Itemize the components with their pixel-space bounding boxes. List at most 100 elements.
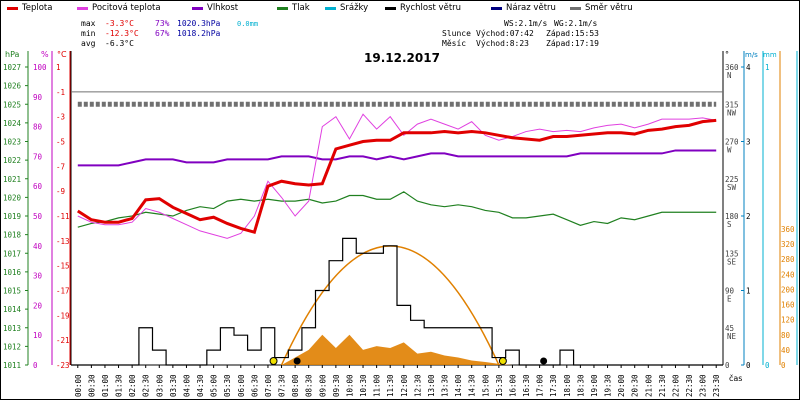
axis-dir-unit: °: [725, 50, 729, 59]
legend-label-1: Pocitová teplota: [92, 3, 161, 13]
tick-time: 20:00: [617, 374, 626, 397]
tick-solar: 280: [781, 255, 795, 264]
tick-time: 16:00: [508, 374, 517, 397]
stat-max-press: 1020.3hPa: [177, 19, 221, 28]
axis-temp-unit: °C: [57, 50, 67, 59]
tick-time: 00:30: [87, 374, 96, 397]
legend-swatch-1: [77, 6, 88, 10]
tick-time: 18:30: [576, 374, 585, 397]
tick-dir-label: S: [727, 220, 732, 229]
tick-hpa: 1025: [3, 100, 21, 109]
legend-swatch-5: [385, 6, 396, 10]
tick-time: 11:30: [386, 374, 395, 397]
axis-pct-unit: %: [41, 50, 49, 59]
tick-temp: -13: [56, 237, 70, 246]
tick-time: 13:30: [441, 374, 450, 397]
stat-moon-set: Západ:17:19: [546, 39, 599, 48]
tick-pct: 90: [33, 93, 43, 102]
tick-dir: 270: [725, 138, 739, 147]
moonset-marker: [540, 357, 548, 365]
tick-time: 13:00: [427, 374, 436, 397]
tick-temp: -3: [56, 113, 65, 122]
tick-time: 22:00: [671, 374, 680, 397]
tick-temp: -17: [56, 287, 70, 296]
legend-item-1: Pocitová teplota: [77, 3, 161, 13]
tick-time: 12:00: [400, 374, 409, 397]
stat-precip: 0.0mm: [237, 20, 259, 28]
legend-label-5: Rychlost větru: [400, 3, 462, 13]
tick-mm: 0: [765, 361, 770, 370]
tick-wind: 0: [746, 361, 751, 370]
tick-solar: 320: [781, 240, 795, 249]
tick-pct: 80: [33, 123, 43, 132]
stat-wg: WG:2.1m/s: [554, 19, 598, 28]
tick-hpa: 1026: [3, 82, 22, 91]
stat-sun-label: Slunce: [442, 29, 471, 38]
tick-hpa: 1023: [3, 138, 21, 147]
tick-dir-label: NE: [727, 332, 737, 341]
tick-temp: -11: [56, 212, 70, 221]
tick-time: 14:30: [468, 374, 477, 397]
tick-time: 08:00: [291, 374, 300, 397]
legend-swatch-3: [277, 6, 288, 10]
tick-time: 06:30: [250, 374, 259, 397]
tick-temp: -21: [56, 336, 70, 345]
tick-time: 11:00: [373, 374, 382, 397]
stat-moon-rise: Východ:8:23: [476, 39, 529, 48]
tick-wind: 1: [746, 287, 751, 296]
tick-time: 21:00: [644, 374, 653, 397]
stat-max-hum: 73%: [155, 19, 170, 28]
legend-label-2: Vlhkost: [207, 3, 239, 13]
tick-temp: -1: [56, 88, 65, 97]
tick-time: 14:00: [454, 374, 463, 397]
series-wind-gust: [71, 237, 723, 366]
tick-time: 04:30: [196, 374, 205, 397]
tick-time: 01:30: [115, 374, 124, 397]
tick-hpa: 1020: [3, 193, 22, 202]
tick-time: 05:00: [210, 374, 219, 397]
tick-dir-label: NW: [727, 108, 737, 117]
legend-swatch-2: [192, 6, 203, 10]
sunrise-marker: [269, 357, 278, 365]
tick-temp: 1: [56, 63, 61, 72]
tick-dir: 225: [725, 175, 739, 184]
tick-pct: 50: [33, 212, 43, 221]
tick-solar: 0: [781, 361, 786, 370]
stat-ws: WS:2.1m/s: [504, 19, 548, 28]
tick-hpa: 1013: [3, 324, 21, 333]
tick-time: 10:30: [359, 374, 368, 397]
stat-sun-rise: Východ:07:42: [476, 29, 534, 38]
tick-time: 07:30: [278, 374, 287, 397]
tick-time: 04:00: [182, 374, 191, 397]
chart-date: 19.12.2017: [364, 51, 440, 65]
legend-swatch-4: [325, 6, 336, 10]
tick-wind: 3: [746, 138, 751, 147]
tick-time: 12:30: [413, 374, 422, 397]
tick-temp: -23: [56, 361, 70, 370]
legend-item-5: Rychlost větru: [385, 3, 461, 13]
sunset-marker: [498, 357, 507, 365]
legend-swatch-0: [7, 6, 18, 10]
tick-time: 02:00: [128, 374, 137, 397]
tick-time: 01:00: [101, 374, 110, 397]
tick-time: 03:00: [155, 374, 164, 397]
tick-dir: 315: [725, 100, 739, 109]
legend-item-7: Směr větru: [570, 3, 633, 13]
tick-hpa: 1015: [3, 287, 21, 296]
tick-solar: 200: [781, 285, 795, 294]
tick-hpa: 1016: [3, 268, 22, 277]
tick-time: 02:30: [142, 374, 151, 397]
stat-min-press: 1018.2hPa: [177, 29, 221, 38]
tick-solar: 80: [781, 331, 791, 340]
tick-pct: 10: [33, 331, 43, 340]
tick-temp: -15: [56, 262, 70, 271]
tick-time: 17:30: [549, 374, 558, 397]
tick-time: 17:00: [536, 374, 545, 397]
stat-moon-label: Měsíc: [442, 39, 467, 48]
tick-hpa: 1027: [3, 63, 21, 72]
tick-pct: 100: [33, 63, 47, 72]
moonrise-marker: [293, 357, 301, 365]
tick-time: 23:00: [699, 374, 708, 397]
